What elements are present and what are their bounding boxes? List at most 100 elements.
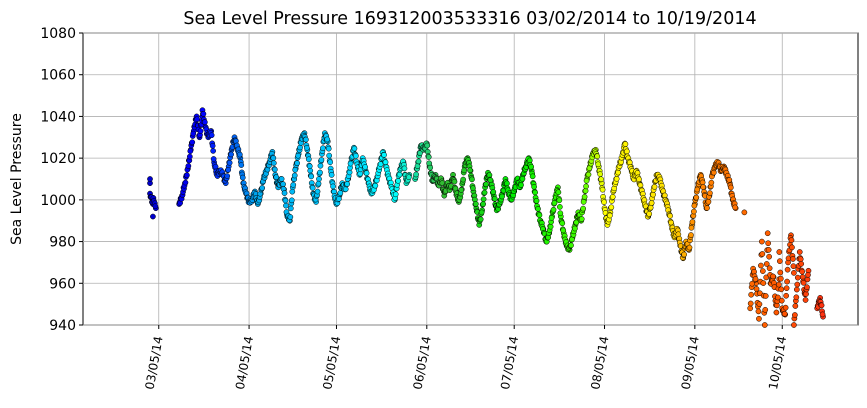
data-point <box>190 130 197 137</box>
data-point <box>480 201 486 207</box>
data-point <box>342 186 349 193</box>
data-point <box>650 191 656 198</box>
data-point <box>794 274 801 281</box>
data-point <box>798 261 805 267</box>
data-point <box>425 154 432 160</box>
data-point <box>700 184 706 190</box>
data-point <box>424 142 431 149</box>
data-point <box>636 176 642 183</box>
data-point <box>764 230 771 237</box>
data-point <box>294 160 300 166</box>
data-point <box>609 194 616 200</box>
data-point <box>295 152 301 159</box>
data-point <box>707 190 713 196</box>
y-tick-label: 1060 <box>40 68 76 84</box>
data-point <box>481 189 488 196</box>
data-point <box>451 178 458 185</box>
data-point <box>415 158 422 165</box>
data-point <box>372 182 379 189</box>
data-point <box>585 171 592 178</box>
data-point <box>336 196 342 202</box>
data-point <box>292 167 299 173</box>
data-point <box>688 224 695 231</box>
data-point <box>395 178 401 184</box>
data-point <box>414 163 421 169</box>
data-point <box>550 206 557 213</box>
data-point <box>186 153 193 160</box>
data-point <box>747 300 754 307</box>
data-point <box>467 167 473 174</box>
data-point <box>782 304 789 311</box>
data-point <box>210 148 216 154</box>
data-point <box>708 179 715 186</box>
data-point <box>794 281 801 288</box>
data-point <box>681 251 688 258</box>
y-tick-label: 940 <box>49 318 76 334</box>
data-point <box>337 190 344 196</box>
data-point <box>775 294 781 301</box>
data-point <box>667 213 673 219</box>
data-point <box>396 171 403 178</box>
data-point <box>259 185 266 191</box>
data-points <box>147 107 826 328</box>
data-point <box>290 182 297 188</box>
data-point <box>187 148 194 154</box>
data-point <box>748 291 755 298</box>
data-point <box>427 164 434 171</box>
data-point <box>405 174 412 181</box>
data-point <box>314 188 321 195</box>
data-point <box>282 197 289 204</box>
x-tick-label: 06/05/14 <box>411 335 434 391</box>
data-point <box>224 173 231 179</box>
data-point <box>362 164 368 170</box>
data-point <box>347 160 354 167</box>
data-point <box>783 292 789 299</box>
data-point <box>783 285 790 292</box>
data-point <box>202 119 208 126</box>
data-point <box>504 180 510 187</box>
y-tick-label: 1040 <box>40 109 76 125</box>
data-point <box>583 177 590 184</box>
data-point <box>318 157 325 163</box>
data-point <box>182 179 189 186</box>
data-point <box>699 179 706 186</box>
data-point <box>557 210 564 217</box>
data-point <box>413 171 419 178</box>
data-point <box>763 274 770 281</box>
data-point <box>381 152 387 158</box>
data-point <box>236 151 243 158</box>
data-point <box>271 166 278 173</box>
data-point <box>458 187 465 193</box>
data-point <box>802 297 809 303</box>
data-point <box>560 227 567 234</box>
data-point <box>491 195 498 202</box>
data-point <box>478 209 485 216</box>
data-point <box>770 273 776 280</box>
data-point <box>766 265 773 272</box>
data-point <box>225 167 232 173</box>
data-point <box>773 309 780 316</box>
data-point <box>555 189 562 196</box>
data-point <box>758 262 764 269</box>
data-point <box>480 196 487 203</box>
data-point <box>351 145 358 152</box>
data-point <box>647 204 654 211</box>
data-point <box>796 249 803 255</box>
data-point <box>788 237 795 244</box>
data-point <box>238 162 245 168</box>
x-tick-label: 07/05/14 <box>498 335 521 391</box>
data-point <box>727 184 734 191</box>
data-point <box>691 208 697 215</box>
data-point <box>607 212 613 219</box>
data-point <box>800 279 807 286</box>
data-point <box>281 190 288 196</box>
data-point <box>346 169 353 176</box>
data-point <box>578 216 585 222</box>
x-tick-label: 10/05/14 <box>766 335 789 391</box>
data-point <box>818 302 825 309</box>
data-point <box>535 206 541 212</box>
data-point <box>763 261 770 267</box>
data-point <box>759 251 766 257</box>
data-point <box>775 281 782 288</box>
data-point <box>752 276 759 282</box>
